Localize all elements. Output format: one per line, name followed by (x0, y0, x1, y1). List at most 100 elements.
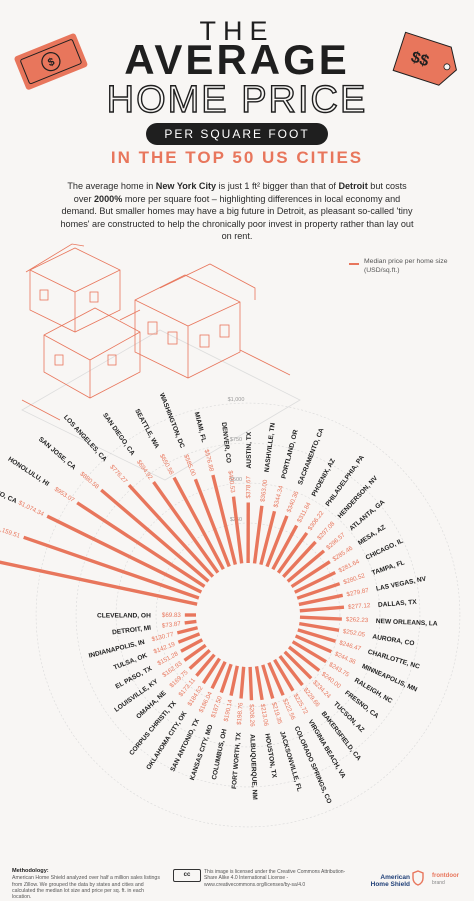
bar-san-diego-ca (152, 481, 220, 574)
bar-nashville-tn (252, 505, 264, 564)
category-label: SAN DIEGO, CA (101, 412, 136, 457)
category-label: CHICAGO, IL (365, 538, 405, 562)
bar-columbus-oh (229, 665, 239, 696)
bar-tampa-fl (296, 582, 341, 600)
value-label: $311.84 (296, 501, 313, 524)
bar-raleigh-nc (291, 640, 327, 664)
brand-frontdoor: frontdoor brand (432, 873, 459, 886)
svg-text:$$: $$ (409, 49, 431, 71)
value-label: $650.58 (158, 453, 175, 477)
category-label: TAMPA, FL (371, 559, 406, 577)
bar-aurora-co (298, 621, 340, 632)
value-label: $246.47 (338, 639, 362, 652)
value-label: $576.88 (203, 449, 215, 473)
value-label: $252.05 (342, 628, 366, 639)
title-line-2: AVERAGE (124, 36, 350, 83)
value-label: $198.76 (236, 702, 245, 725)
category-label: WASHINGTON, DC (158, 392, 186, 449)
value-label: $378.67 (245, 476, 252, 499)
grid-ring-1 (115, 482, 381, 748)
value-label: $219.35 (270, 701, 283, 725)
value-label: $344.34 (273, 484, 285, 508)
tick-label: $750 (230, 437, 242, 443)
bar-seattle-wa (172, 476, 225, 571)
footer: Methodology: American Home Shield analyze… (0, 858, 474, 901)
category-label: MIAMI, FL (193, 411, 207, 443)
bar-denver-co (231, 496, 244, 564)
price-tag-icon: $$ (392, 31, 457, 86)
highlight-percent: 2000% (94, 193, 123, 204)
value-label: $1,074.34 (17, 500, 45, 519)
category-label: SEATTLE, WA (133, 408, 160, 450)
category-label: DENVER, CO (220, 422, 232, 464)
bar-bakersfield-ca (278, 655, 304, 687)
bar-fort-worth-tx (239, 666, 246, 699)
bar-fresno-ca (287, 645, 321, 672)
bar-tulsa-ok (177, 632, 201, 644)
bar-los-angeles-ca (127, 483, 215, 578)
bar-san-francisco-ca (46, 514, 203, 594)
bar-miami-fl (211, 474, 237, 565)
title-line-1: THE (199, 16, 275, 46)
category-label: DETROIT, MI (112, 625, 152, 637)
value-label: $285.46 (332, 545, 355, 563)
bar-boston-ma (23, 535, 200, 600)
value-label: $279.87 (346, 587, 370, 599)
bar-oklahoma-city-ok (201, 657, 221, 685)
category-label: AURORA, CO (372, 633, 415, 647)
bar-las-vegas-nv (298, 593, 344, 607)
dollar-banknote-icon: $ (14, 33, 88, 90)
bar-chicago-il (294, 570, 336, 594)
value-label: $213.06 (259, 703, 270, 727)
value-label: $776.27 (108, 464, 129, 486)
subtitle: IN THE TOP 50 US CITIES (110, 148, 364, 167)
category-label: AUSTIN, TX (246, 431, 253, 468)
grid-ring-3 (35, 402, 461, 828)
svg-text:$: $ (46, 56, 56, 69)
bar-atlanta-ga (286, 549, 326, 583)
value-label: $280.52 (342, 572, 366, 586)
category-label: NASHVILLE, TN (264, 422, 277, 473)
value-label: $190.14 (223, 698, 235, 722)
value-label: $880.58 (79, 471, 101, 491)
category-label: ALBUQUERQUE, NM (248, 734, 258, 800)
methodology: Methodology: American Home Shield analyze… (12, 868, 162, 900)
license-badge: cc (173, 869, 201, 882)
bar-henderson-nv (282, 540, 317, 578)
intro-paragraph: The average home in New York City is jus… (60, 181, 414, 241)
category-label: FORT WORTH, TX (231, 732, 243, 790)
bar-mesa-az (290, 560, 331, 589)
bar-portland-or (259, 510, 277, 566)
category-label: OKLAHOMA CITY, OK (145, 710, 188, 771)
bar-indianapolis-in (176, 626, 199, 635)
legend-swatch (349, 263, 359, 265)
value-label: $69.83 (162, 612, 181, 619)
value-label: $73.87 (162, 620, 182, 629)
category-label: CLEVELAND, OH (97, 613, 151, 620)
bar-detroit-mi (184, 619, 197, 625)
bar-sacramento-ca (265, 515, 289, 568)
category-label: MESA, AZ (357, 524, 387, 547)
value-label: $208.26 (248, 704, 256, 727)
category-label: SAN JOSE, CA (37, 436, 77, 472)
value-label: $363.00 (259, 479, 269, 503)
bar-phoenix-az (271, 524, 299, 571)
bar-virginia-beach-va (273, 658, 295, 692)
category-label: SAN FRANCISCO, CA (0, 469, 18, 505)
license-text: This image is licensed under the Creativ… (204, 869, 346, 888)
category-label: COLUMBUS, OH (211, 728, 229, 780)
bar-tucson-az (283, 650, 313, 680)
category-label: HOUSTON, TX (263, 733, 277, 779)
value-label: $262.23 (346, 616, 369, 624)
value-label: $694.92 (135, 459, 154, 482)
bar-el-paso-tx (180, 638, 204, 653)
value-label: $281.64 (338, 558, 362, 574)
tick-label: $500 (230, 477, 242, 483)
brand-american-home-shield: American Home Shield (370, 874, 410, 888)
bar-albuquerque-nm (248, 666, 254, 701)
methodology-title: Methodology: (12, 868, 49, 874)
bar-houston-tx (254, 666, 264, 701)
value-label: $277.12 (348, 602, 371, 611)
bar-dallas-tx (299, 605, 345, 613)
